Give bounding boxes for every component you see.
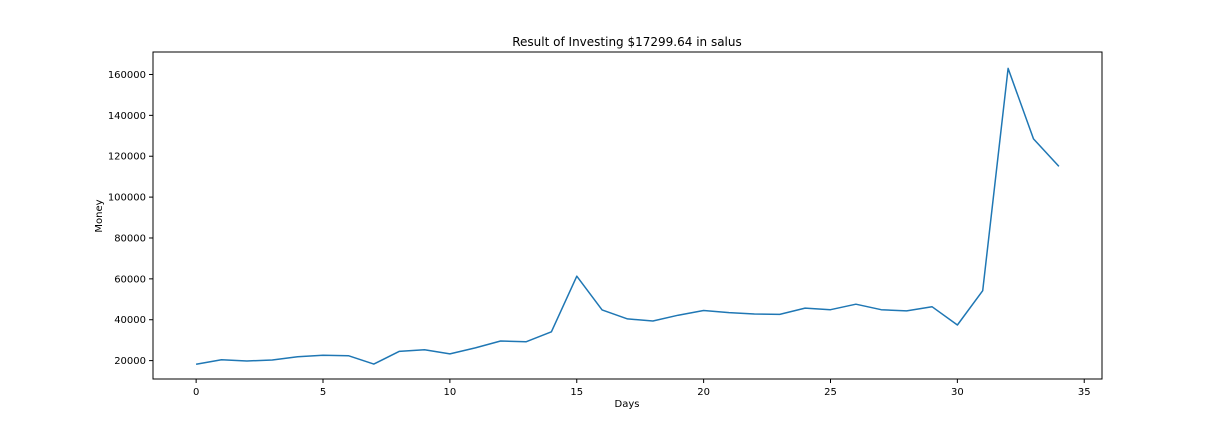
series-line (195, 67, 1060, 366)
x-tick-label: 10 (444, 387, 457, 398)
x-tick-label: 5 (320, 387, 326, 398)
plot-area: 0 5 10 15 20 25 30 35 20000 40000 60000 80000 10000… (108, 51, 1103, 398)
y-tick-label: 20000 (114, 356, 146, 367)
y-tick-label: 60000 (114, 274, 146, 285)
y-tick-label: 80000 (114, 233, 146, 244)
x-axis-label: Days (615, 399, 640, 410)
y-axis-ticks: 20000 40000 60000 80000 100000 120000 140000 16… (108, 70, 153, 367)
plot-frame (152, 51, 1103, 380)
x-tick-label: 15 (570, 387, 583, 398)
x-tick-label: 30 (951, 387, 964, 398)
x-axis-ticks: 0 5 10 15 20 25 30 35 (193, 379, 1091, 398)
y-tick-label: 40000 (114, 315, 146, 326)
x-tick-label: 20 (697, 387, 710, 398)
y-tick-label: 120000 (108, 152, 146, 163)
x-tick-label: 25 (824, 387, 837, 398)
x-tick-label: 0 (193, 387, 199, 398)
y-axis-label: Money (94, 199, 105, 232)
y-tick-label: 100000 (108, 193, 146, 204)
x-tick-label: 35 (1078, 387, 1091, 398)
y-tick-label: 160000 (108, 70, 146, 81)
y-tick-label: 140000 (108, 111, 146, 122)
chart-title: Result of Investing $17299.64 in salus (512, 35, 742, 49)
